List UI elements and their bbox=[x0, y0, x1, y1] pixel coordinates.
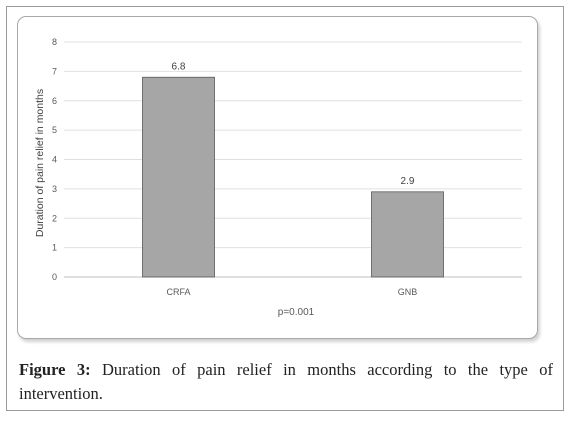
figure-caption: Figure 3: Duration of pain relief in mon… bbox=[19, 358, 553, 406]
chart-box bbox=[17, 16, 538, 339]
y-axis-label: Duration of pain relief in months bbox=[34, 89, 46, 237]
data-labels: 6.8 2.9 bbox=[172, 61, 415, 187]
category-label-crfa: CRFA bbox=[166, 287, 190, 297]
y-tick-label: 8 bbox=[52, 37, 57, 47]
y-tick-label: 3 bbox=[52, 184, 57, 194]
y-tick-labels: 0 1 2 3 4 5 6 7 8 bbox=[52, 37, 57, 282]
y-tick-label: 5 bbox=[52, 125, 57, 135]
data-label-crfa: 6.8 bbox=[172, 61, 186, 72]
figure-frame bbox=[6, 6, 564, 411]
data-label-gnb: 2.9 bbox=[401, 176, 415, 187]
y-tick-label: 6 bbox=[52, 96, 57, 106]
bar-crfa bbox=[142, 76, 215, 278]
bar-gnb bbox=[371, 191, 444, 278]
figure-label: Figure 3: bbox=[19, 360, 91, 379]
y-tick-label: 7 bbox=[52, 66, 57, 76]
caption-text: Duration of pain relief in months accord… bbox=[19, 360, 554, 403]
p-value-annotation: p=0.001 bbox=[278, 307, 315, 318]
y-tick-label: 4 bbox=[52, 155, 57, 165]
gridlines bbox=[64, 41, 522, 278]
bars bbox=[142, 76, 444, 278]
category-labels: CRFA GNB bbox=[166, 287, 417, 297]
category-label-gnb: GNB bbox=[398, 287, 418, 297]
y-tick-label: 2 bbox=[52, 213, 57, 223]
y-tick-label: 0 bbox=[52, 272, 57, 282]
y-tick-label: 1 bbox=[52, 243, 57, 253]
